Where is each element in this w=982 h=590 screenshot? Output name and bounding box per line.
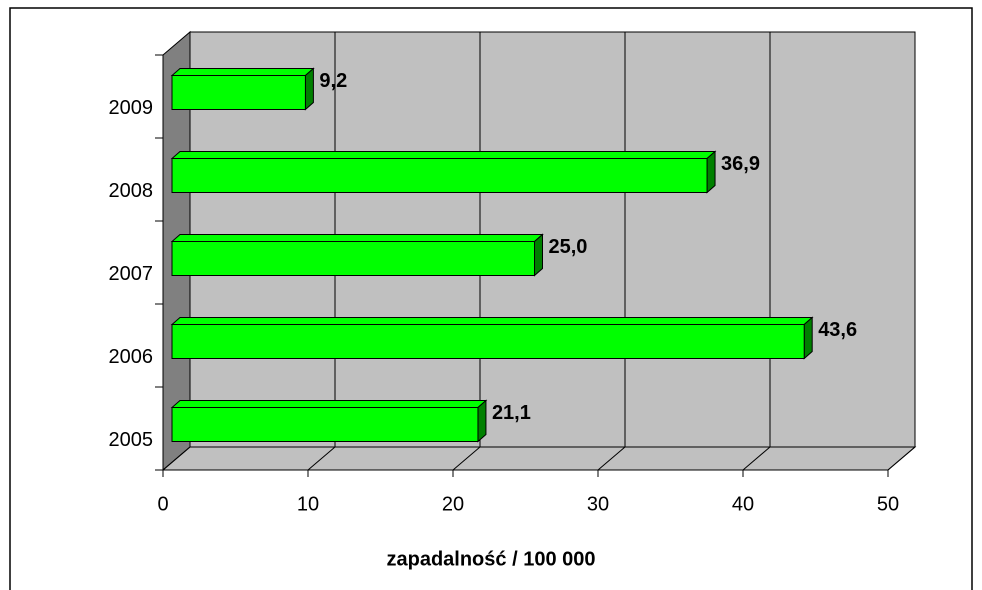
x-tick-label: 0 bbox=[157, 493, 168, 515]
y-tick-label: 2008 bbox=[109, 180, 154, 202]
grid-line bbox=[597, 446, 626, 471]
bar-side bbox=[803, 316, 813, 360]
bar-top bbox=[170, 317, 814, 325]
frame bbox=[9, 7, 973, 590]
bar-top bbox=[170, 234, 544, 242]
y-tick-label: 2006 bbox=[109, 346, 154, 368]
x-tick-label: 50 bbox=[877, 493, 899, 515]
grid-line bbox=[162, 446, 191, 471]
bar bbox=[171, 407, 479, 442]
x-tick-label: 10 bbox=[297, 493, 319, 515]
x-tick-label: 20 bbox=[442, 493, 464, 515]
y-tick-label: 2005 bbox=[109, 429, 154, 451]
value-label: 43,6 bbox=[818, 319, 857, 341]
bar bbox=[171, 324, 805, 359]
floor bbox=[161, 446, 917, 471]
y-tick-label: 2007 bbox=[109, 263, 154, 285]
bar-top bbox=[170, 400, 488, 408]
x-tick-label: 30 bbox=[587, 493, 609, 515]
bar-top bbox=[170, 151, 717, 159]
bar-side bbox=[304, 67, 314, 111]
grid-line bbox=[887, 446, 916, 471]
x-axis-label: zapadalność / 100 000 bbox=[386, 548, 595, 570]
grid-line bbox=[742, 446, 771, 471]
bar bbox=[171, 158, 708, 193]
bar bbox=[171, 241, 535, 276]
bar-top bbox=[170, 68, 315, 76]
bar-side bbox=[477, 399, 487, 443]
y-tick-label: 2009 bbox=[109, 97, 154, 119]
bar bbox=[171, 75, 306, 110]
value-label: 21,1 bbox=[492, 402, 531, 424]
grid-line bbox=[452, 446, 481, 471]
value-label: 25,0 bbox=[549, 236, 588, 258]
x-tick-label: 40 bbox=[732, 493, 754, 515]
bar-side bbox=[706, 150, 716, 194]
value-label: 9,2 bbox=[319, 70, 347, 92]
bar-side bbox=[534, 233, 543, 277]
grid-line bbox=[307, 446, 336, 471]
value-label: 36,9 bbox=[721, 153, 760, 175]
